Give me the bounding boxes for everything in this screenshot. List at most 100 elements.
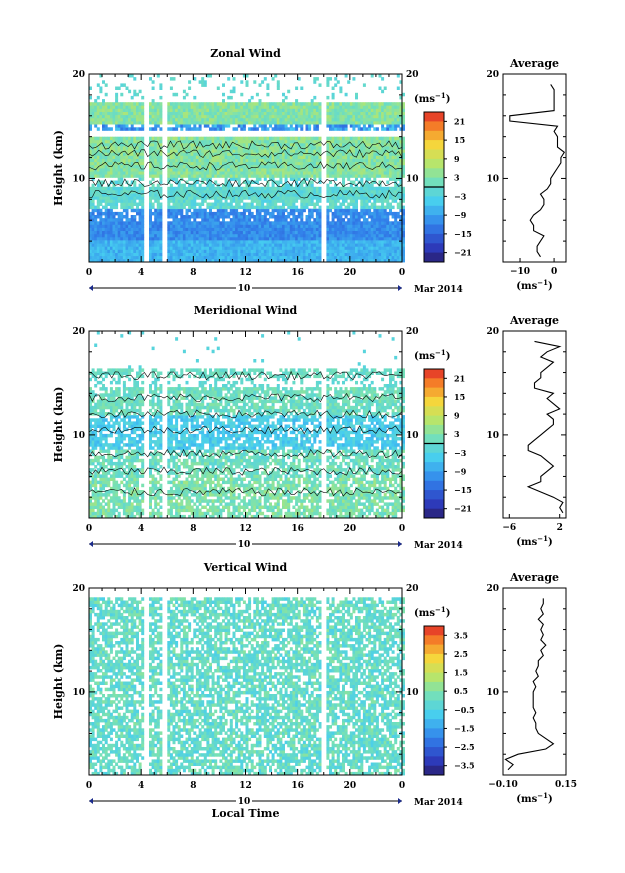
heatmap-cell — [255, 240, 259, 244]
heatmap-cell — [313, 177, 317, 181]
heatmap-cell — [99, 171, 103, 175]
heatmap-cell — [368, 121, 372, 125]
heatmap-cell — [133, 161, 137, 166]
heatmap-cell — [373, 121, 377, 125]
heatmap-cell — [232, 171, 236, 175]
heatmap-cell — [255, 136, 259, 141]
heatmap-cell — [276, 180, 280, 184]
heatmap-cell — [99, 246, 103, 250]
heatmap-cell — [112, 202, 116, 206]
heatmap-cell — [362, 215, 366, 219]
heatmap-cell — [128, 196, 132, 200]
heatmap-cell — [117, 111, 121, 116]
heatmap-cell — [292, 236, 296, 241]
heatmap-cell — [336, 243, 340, 247]
heatmap-cell — [107, 211, 111, 216]
heatmap-cell — [352, 246, 356, 250]
heatmap-cell — [370, 211, 374, 216]
heatmap-cell — [149, 211, 152, 216]
heatmap-cell — [91, 186, 95, 191]
heatmap-cell — [198, 252, 202, 257]
heatmap-cell — [308, 105, 312, 109]
heatmap-cell — [122, 83, 126, 87]
heatmap-cell — [289, 114, 293, 119]
heatmap-cell — [102, 218, 105, 222]
heatmap-cell — [355, 102, 358, 106]
heatmap-cell — [149, 208, 152, 213]
heatmap-cell — [227, 111, 231, 116]
heatmap-cell — [227, 114, 231, 119]
heatmap-cell — [342, 139, 345, 144]
heatmap-cell — [313, 186, 317, 191]
heatmap-cell — [378, 211, 382, 216]
heatmap-cell — [151, 155, 155, 159]
heatmap-cell — [329, 127, 332, 131]
heatmap-cell — [154, 215, 158, 219]
heatmap-cell — [342, 161, 345, 166]
heatmap-cell — [122, 149, 126, 153]
heatmap-cell — [378, 164, 382, 169]
heatmap-cell — [102, 199, 105, 203]
heatmap-cell — [232, 164, 236, 169]
heatmap-cell — [339, 249, 343, 253]
heatmap-cell — [112, 111, 116, 116]
heatmap-cell — [362, 117, 366, 122]
heatmap-cell — [203, 196, 207, 200]
heatmap-cell — [334, 177, 338, 181]
heatmap-cell — [138, 246, 142, 250]
heatmap-cell — [282, 236, 285, 241]
heatmap-cell — [151, 117, 155, 122]
heatmap-cell — [274, 117, 278, 122]
heatmap-cell — [201, 114, 205, 119]
heatmap-cell — [222, 208, 225, 213]
heatmap-cell — [373, 193, 377, 197]
heatmap-cell — [355, 111, 358, 116]
heatmap-cell — [185, 171, 189, 175]
heatmap-cell — [336, 142, 340, 147]
heatmap-cell — [315, 127, 319, 131]
heatmap-cell — [219, 164, 223, 169]
heatmap-cell — [248, 168, 252, 172]
heatmap-cell — [172, 230, 176, 235]
heatmap-cell — [289, 224, 293, 228]
heatmap-cell — [112, 205, 116, 210]
heatmap-cell — [339, 215, 343, 219]
heatmap-cell — [115, 111, 119, 116]
heatmap-cell — [120, 211, 124, 216]
heatmap-cell — [357, 258, 361, 263]
heatmap-cell — [154, 105, 158, 109]
heatmap-cell — [117, 246, 121, 250]
heatmap-cell — [151, 146, 155, 150]
heatmap-cell — [227, 227, 231, 231]
heatmap-cell — [182, 196, 186, 200]
heatmap-cell — [308, 117, 312, 122]
heatmap-cell — [151, 258, 155, 263]
heatmap-cell — [229, 155, 233, 159]
heatmap-cell — [172, 240, 176, 244]
heatmap-cell — [96, 196, 100, 200]
heatmap-cell — [308, 246, 312, 250]
heatmap-cell — [253, 240, 257, 244]
heatmap-cell — [89, 168, 92, 172]
heatmap-cell — [297, 124, 301, 128]
heatmap-cell — [177, 146, 181, 150]
heatmap-cell — [151, 80, 155, 84]
heatmap-cell — [209, 227, 212, 231]
heatmap-cell — [122, 105, 126, 109]
heatmap-cell — [347, 111, 351, 116]
heatmap-cell — [237, 258, 241, 263]
heatmap-cell — [91, 224, 95, 228]
heatmap-cell — [117, 258, 121, 263]
heatmap-cell — [138, 171, 142, 175]
heatmap-cell — [266, 117, 270, 122]
heatmap-cell — [292, 196, 296, 200]
heatmap-cell — [326, 102, 330, 106]
heatmap-cell — [237, 108, 241, 112]
heatmap-cell — [107, 121, 111, 125]
heatmap-cell — [211, 202, 215, 206]
heatmap-cell — [201, 255, 205, 260]
heatmap-cell — [300, 102, 304, 106]
heatmap-cell — [242, 208, 246, 213]
heatmap-cell — [365, 105, 369, 109]
heatmap-cell — [122, 161, 126, 166]
